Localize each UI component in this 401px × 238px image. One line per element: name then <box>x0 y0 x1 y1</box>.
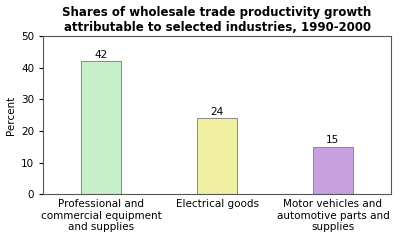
Text: 24: 24 <box>211 107 224 117</box>
Text: 42: 42 <box>95 50 108 60</box>
Text: 15: 15 <box>326 135 340 145</box>
Bar <box>197 119 237 194</box>
Title: Shares of wholesale trade productivity growth
attributable to selected industrie: Shares of wholesale trade productivity g… <box>63 5 372 34</box>
Bar <box>81 61 122 194</box>
Y-axis label: Percent: Percent <box>6 96 16 135</box>
Bar <box>313 147 353 194</box>
